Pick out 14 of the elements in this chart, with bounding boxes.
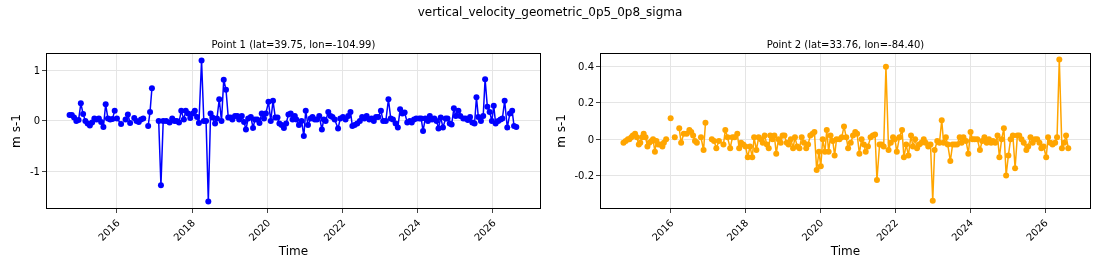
y-tick-label: -0.2 <box>574 169 594 181</box>
y-tick-label: 0.2 <box>578 97 594 109</box>
y-tick-label: 0 <box>33 115 40 127</box>
x-axis-title: Time <box>829 243 861 258</box>
y-axis-title: m s-1 <box>9 114 24 148</box>
y-axis-title: m s-1 <box>553 114 568 148</box>
chart-title: vertical_velocity_geometric_0p5_0p8_sigma <box>416 5 684 19</box>
y-tick-label: 1 <box>33 65 40 77</box>
chart-subtitle: Point 1 (lat=39.75, lon=-104.99) <box>211 39 376 50</box>
y-tick-label: 0 <box>587 133 594 145</box>
y-tick-label: -1 <box>30 165 40 177</box>
y-tick-label: 0.4 <box>578 61 594 73</box>
chart-subtitle: Point 2 (lat=33.76, lon=-84.40) <box>766 39 925 50</box>
x-axis-title: Time <box>277 243 309 258</box>
